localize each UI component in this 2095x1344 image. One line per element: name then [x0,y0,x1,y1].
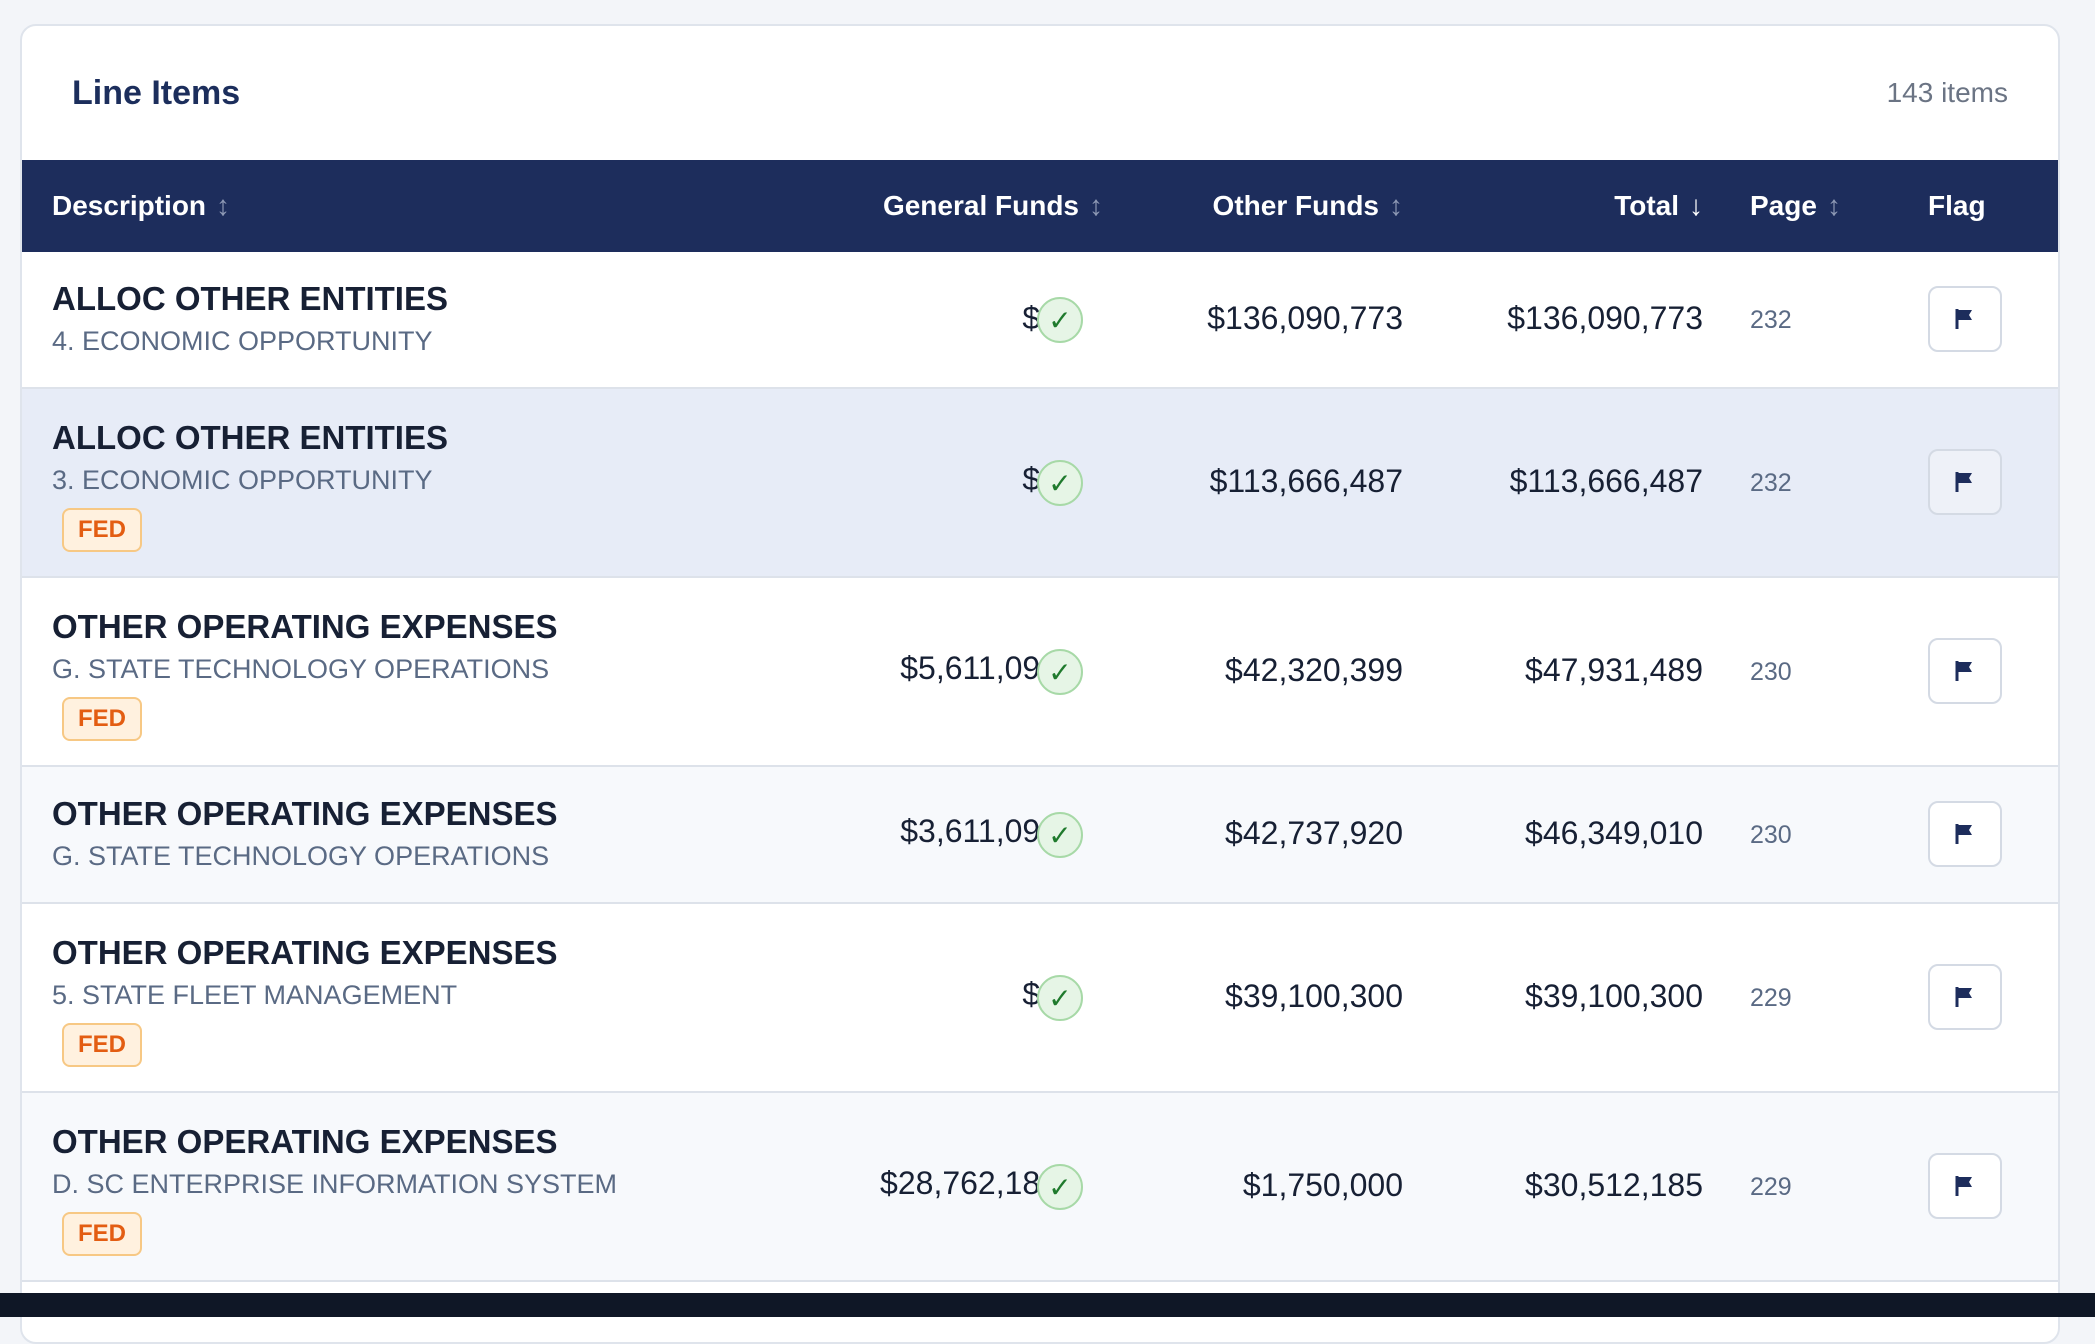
bottom-bar [0,1293,2095,1317]
column-label: Flag [1928,190,1986,221]
line-item-subtitle: G. STATE TECHNOLOGY OPERATIONS [52,654,550,684]
table-row[interactable]: OTHER OPERATING EXPENSES D. SC ENTERPRIS… [22,1093,2058,1282]
column-label: General Funds [882,190,1079,221]
line-item-title: OTHER OPERATING EXPENSES [52,795,558,832]
table-row[interactable]: ALLOC OTHER ENTITIES 4. ECONOMIC OPPORTU… [22,252,2058,389]
sort-desc-icon: ↓ [1689,190,1703,221]
column-total[interactable]: Total ↓ [1614,160,1703,252]
other-funds-value: $42,320,399 [1225,652,1403,688]
fed-badge: FED [62,1023,142,1067]
general-funds-value: $28,762,185 [880,1165,1058,1201]
other-funds-value: $136,090,773 [1207,300,1403,336]
check-icon: ✓ [1037,812,1083,858]
check-icon: ✓ [1037,649,1083,695]
panel-header: Line Items 143 items [22,26,2058,160]
total-value: $113,666,487 [1509,463,1703,499]
total-value: $39,100,300 [1525,978,1703,1014]
check-icon: ✓ [1037,1164,1083,1210]
line-item-subtitle: G. STATE TECHNOLOGY OPERATIONS [52,841,550,871]
column-general-funds[interactable]: General Funds ↕ [883,160,1103,252]
line-item-subtitle: D. SC ENTERPRISE INFORMATION SYSTEM [52,1169,618,1199]
fed-badge: FED [62,508,142,552]
column-label: Total [1614,190,1679,221]
panel-title: Line Items [72,73,241,112]
table-header: Description ↕ General Funds ↕ Other Fund… [22,160,2058,252]
page-number[interactable]: 229 [1750,1173,1792,1201]
table-row[interactable]: OTHER OPERATING EXPENSES G. STATE TECHNO… [22,578,2058,767]
table-row[interactable]: ALLOC OTHER ENTITIES 3. ECONOMIC OPPORTU… [22,389,2058,578]
total-value: $136,090,773 [1507,300,1703,336]
general-funds-value: $5,611,090 [900,650,1058,686]
total-value: $47,931,489 [1525,652,1703,688]
sort-icon: ↕ [1389,190,1403,221]
column-other-funds[interactable]: Other Funds ↕ [1213,160,1403,252]
flag-button[interactable] [1928,449,2002,515]
page-number[interactable]: 232 [1750,469,1792,497]
line-item-subtitle: 4. ECONOMIC OPPORTUNITY [52,326,433,356]
check-icon: ✓ [1037,297,1083,343]
flag-icon [1955,472,1972,492]
item-count: 143 items [1886,77,2008,108]
line-items-panel: Line Items 143 items Description ↕ Gener… [20,24,2060,1344]
other-funds-value: $113,666,487 [1209,463,1403,499]
flag-icon [1955,987,1972,1007]
sort-icon: ↕ [1826,190,1841,221]
general-funds-value: $3,611,090 [900,813,1058,849]
sort-icon: ↕ [216,190,231,221]
line-item-subtitle: 5. STATE FLEET MANAGEMENT [52,980,458,1010]
line-item-title: ALLOC OTHER ENTITIES [52,419,448,456]
page-number[interactable]: 229 [1750,984,1792,1012]
check-icon: ✓ [1037,460,1083,506]
check-icon: ✓ [1037,975,1083,1021]
other-funds-value: $1,750,000 [1242,1167,1403,1203]
column-label: Description [52,190,207,221]
flag-button[interactable] [1928,801,2002,867]
column-label: Other Funds [1212,190,1379,221]
total-value: $30,512,185 [1525,1167,1703,1203]
fed-badge: FED [62,1212,142,1256]
sort-icon: ↕ [1089,190,1103,221]
page-number[interactable]: 230 [1750,821,1792,849]
column-description[interactable]: Description ↕ [52,160,230,252]
line-item-subtitle: 3. ECONOMIC OPPORTUNITY [52,465,433,495]
page-number[interactable]: 232 [1750,306,1792,334]
flag-icon [1955,1176,1972,1196]
flag-button[interactable] [1928,638,2002,704]
page-number[interactable]: 230 [1750,658,1792,686]
column-label: Page [1750,190,1817,221]
line-item-title: OTHER OPERATING EXPENSES [52,934,558,971]
flag-button[interactable] [1928,964,2002,1030]
table-row[interactable]: OTHER OPERATING EXPENSES 5. STATE FLEET … [22,904,2058,1093]
flag-icon [1955,661,1972,681]
line-item-title: OTHER OPERATING EXPENSES [52,608,558,645]
line-item-title: ALLOC OTHER ENTITIES [52,280,448,317]
other-funds-value: $42,737,920 [1225,815,1403,851]
column-flag: Flag [1928,160,1986,252]
line-item-title: OTHER OPERATING EXPENSES [52,1123,558,1160]
fed-badge: FED [62,697,142,741]
total-value: $46,349,010 [1525,815,1703,851]
flag-button[interactable] [1928,1153,2002,1219]
flag-icon [1955,309,1972,329]
column-page[interactable]: Page ↕ [1750,160,1841,252]
flag-button[interactable] [1928,286,2002,352]
other-funds-value: $39,100,300 [1225,978,1403,1014]
flag-icon [1955,824,1972,844]
table-row[interactable]: OTHER OPERATING EXPENSES G. STATE TECHNO… [22,767,2058,904]
